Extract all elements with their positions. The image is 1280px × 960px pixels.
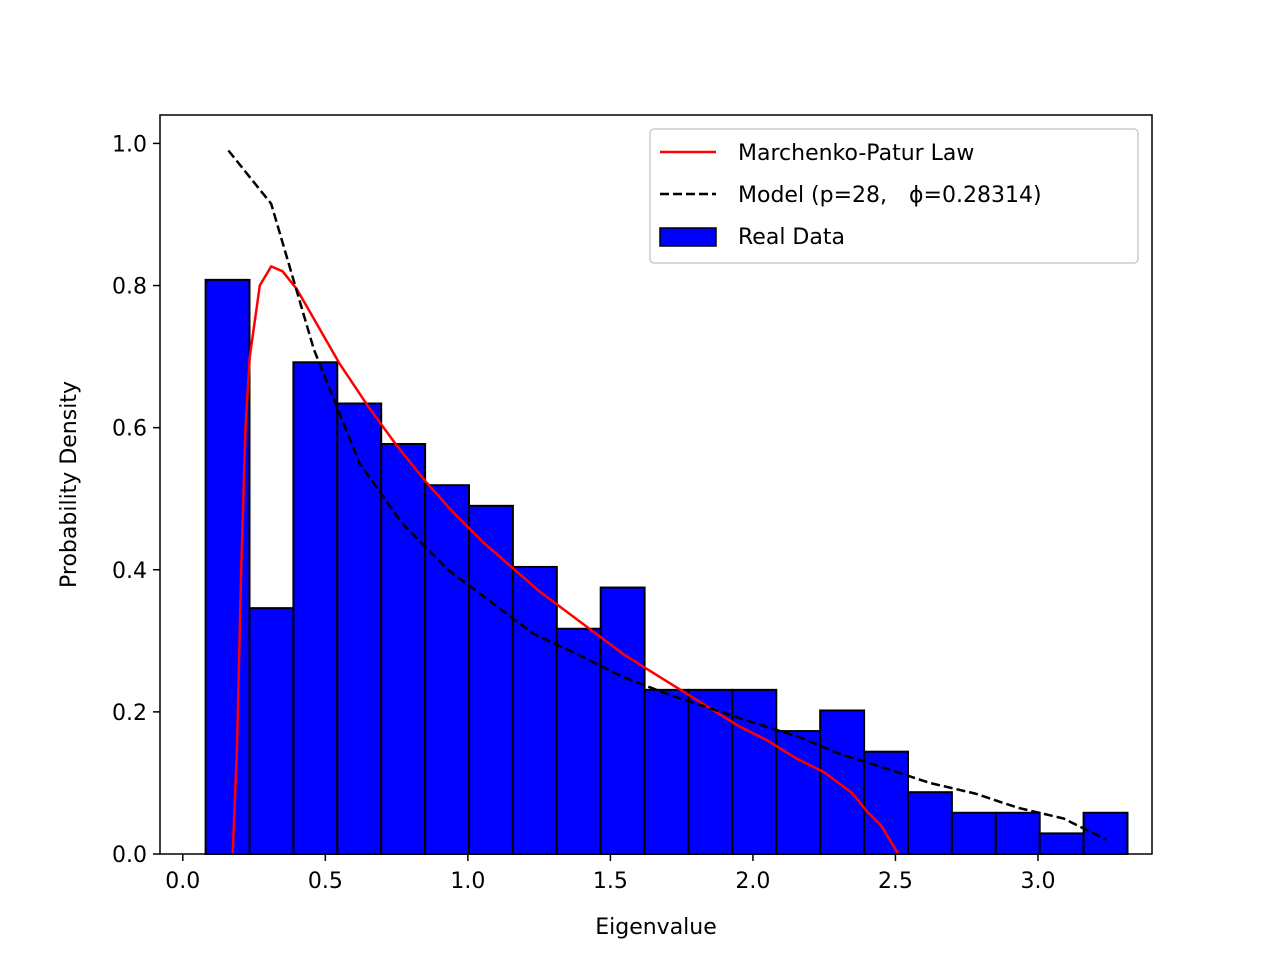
histogram-bar-14	[819, 709, 866, 855]
y-tick-label: 1.0	[112, 132, 147, 157]
x-tick-label: 3.0	[1020, 869, 1055, 894]
histogram-bar-20	[1082, 811, 1129, 856]
histogram-bar-17	[950, 811, 997, 856]
x-tick-label: 0.0	[165, 869, 200, 894]
histogram-bar-1	[248, 607, 295, 855]
x-axis-label: Eigenvalue	[595, 915, 717, 940]
histogram-bar-9	[599, 586, 646, 855]
x-axis: 0.0 0.5 1.0 1.5 2.0 2.5 3.0	[165, 854, 1055, 894]
x-tick-label: 2.0	[735, 869, 770, 894]
y-tick-label: 0.4	[112, 559, 147, 584]
legend-label-model: Model (p=28, ϕ=0.28314)	[738, 183, 1042, 208]
histogram-bar-5	[424, 484, 471, 855]
histogram-bar-10	[643, 688, 690, 856]
histogram-bar-2	[292, 361, 339, 855]
histogram-bar-18	[994, 811, 1041, 856]
marchenko-patur-line	[231, 265, 900, 855]
y-tick-label: 0.0	[112, 843, 147, 868]
histogram-bar-12	[731, 688, 778, 856]
x-tick-label: 0.5	[308, 869, 343, 894]
histogram-bars	[204, 278, 1129, 856]
histogram-bar-19	[1038, 832, 1085, 855]
y-axis-label: Probability Density	[57, 381, 82, 588]
y-tick-label: 0.8	[112, 275, 147, 300]
histogram-bar-4	[380, 442, 427, 855]
axes-frame	[159, 114, 1153, 855]
histogram-bar-8	[555, 627, 602, 856]
histogram-bar-15	[863, 750, 909, 856]
series-lines	[227, 149, 1107, 855]
legend: Marchenko-Patur Law Model (p=28, ϕ=0.283…	[649, 128, 1139, 264]
histogram-bar-7	[511, 565, 558, 856]
y-tick-label: 0.6	[112, 417, 147, 442]
x-tick-label: 2.5	[878, 869, 913, 894]
x-tick-label: 1.0	[450, 869, 485, 894]
legend-swatch-real-data	[659, 227, 717, 247]
plot-area	[159, 114, 1153, 856]
histogram-bar-16	[906, 791, 953, 855]
histogram-bar-3	[336, 402, 383, 855]
x-tick-label: 1.5	[593, 869, 628, 894]
y-axis: 0.0 0.2 0.4 0.6 0.8 1.0	[112, 132, 160, 868]
legend-label-marchenko-patur: Marchenko-Patur Law	[738, 141, 974, 166]
legend-box	[649, 128, 1139, 264]
model-line	[227, 149, 1107, 841]
histogram-bar-6	[468, 504, 514, 855]
y-tick-label: 0.2	[112, 701, 147, 726]
legend-label-real-data: Real Data	[738, 225, 845, 250]
histogram-bar-0	[204, 278, 251, 856]
